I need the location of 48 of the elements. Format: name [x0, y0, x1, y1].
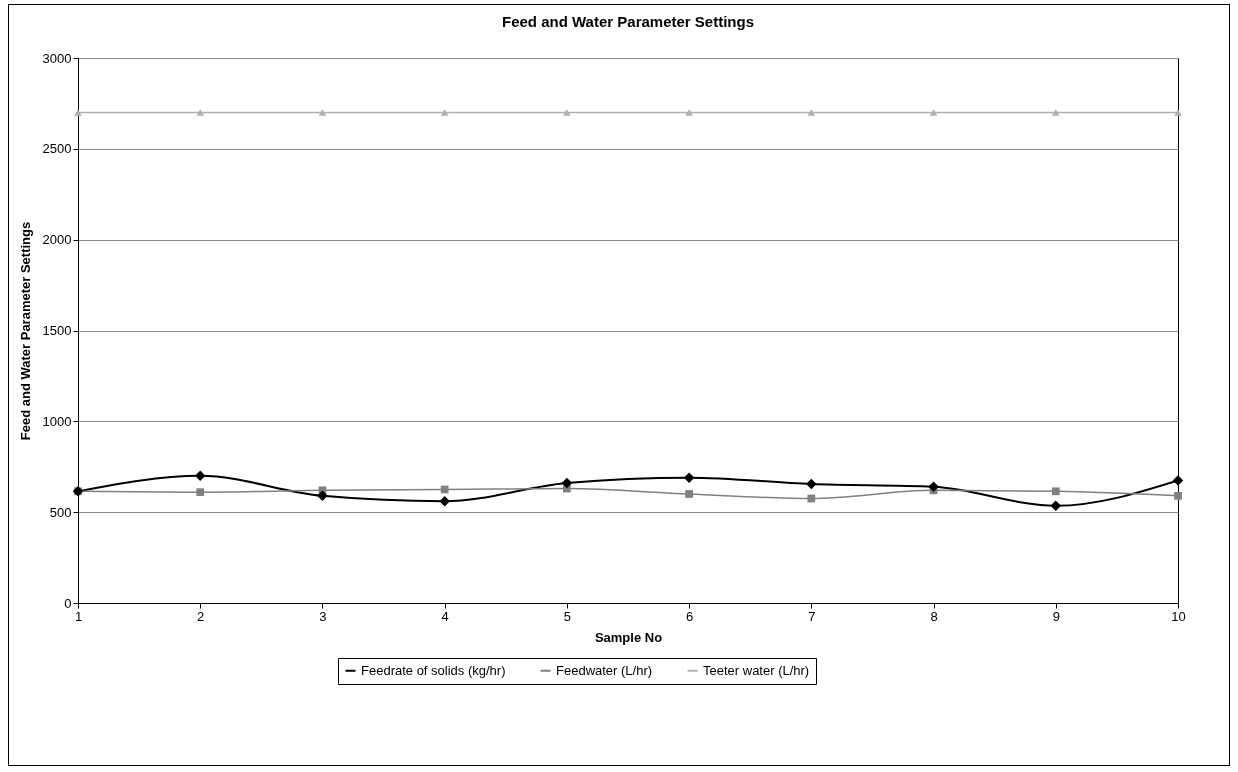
point — [685, 109, 693, 116]
y-axis-title: Feed and Water Parameter Settings — [17, 221, 33, 441]
point — [806, 478, 817, 490]
point — [683, 472, 695, 483]
x-tick-label: 8 — [930, 608, 938, 624]
point — [317, 490, 328, 502]
y-tick-label: 2500 — [42, 141, 72, 157]
point — [194, 470, 206, 482]
y-tick-label: 1000 — [42, 413, 72, 429]
x-tick-label: 2 — [197, 608, 205, 624]
y-tick-label: 500 — [49, 504, 72, 520]
point — [318, 109, 327, 116]
chart-title: Feed and Water Parameter Settings — [501, 13, 755, 30]
x-tick-label: 7 — [808, 608, 816, 624]
x-tick-label: 9 — [1052, 608, 1060, 624]
point — [807, 109, 816, 116]
y-tick-label: 1500 — [42, 323, 72, 338]
point — [1050, 500, 1062, 512]
x-tick-label: 5 — [563, 608, 572, 624]
point — [1051, 109, 1060, 116]
y-tick-label: 2000 — [42, 232, 72, 248]
point — [1172, 475, 1184, 486]
x-tick-label: 3 — [319, 608, 327, 624]
point — [1174, 491, 1182, 500]
legend-label: Feedwater (L/hr) — [556, 662, 653, 678]
x-tick-label: 1 — [74, 608, 83, 624]
point — [440, 485, 449, 494]
point — [928, 481, 939, 492]
x-tick-label: 10 — [1171, 608, 1186, 624]
point — [439, 496, 450, 507]
y-tick-label: 0 — [64, 595, 72, 611]
x-axis-title: Sample No — [594, 629, 663, 645]
x-tick-label: 6 — [685, 608, 694, 624]
legend-label: Teeter water (L/hr) — [703, 662, 810, 678]
point — [807, 494, 816, 503]
y-tick-label: 3000 — [42, 50, 72, 66]
point — [563, 109, 571, 116]
point — [929, 109, 938, 116]
point — [196, 488, 205, 497]
point — [74, 109, 82, 116]
point — [1051, 487, 1060, 496]
point — [685, 490, 693, 498]
point — [1174, 109, 1182, 116]
point — [196, 109, 205, 116]
x-tick-label: 4 — [441, 608, 449, 624]
point — [561, 477, 573, 489]
point — [440, 109, 449, 116]
legend-label: Feedrate of solids (kg/hr) — [361, 662, 506, 678]
